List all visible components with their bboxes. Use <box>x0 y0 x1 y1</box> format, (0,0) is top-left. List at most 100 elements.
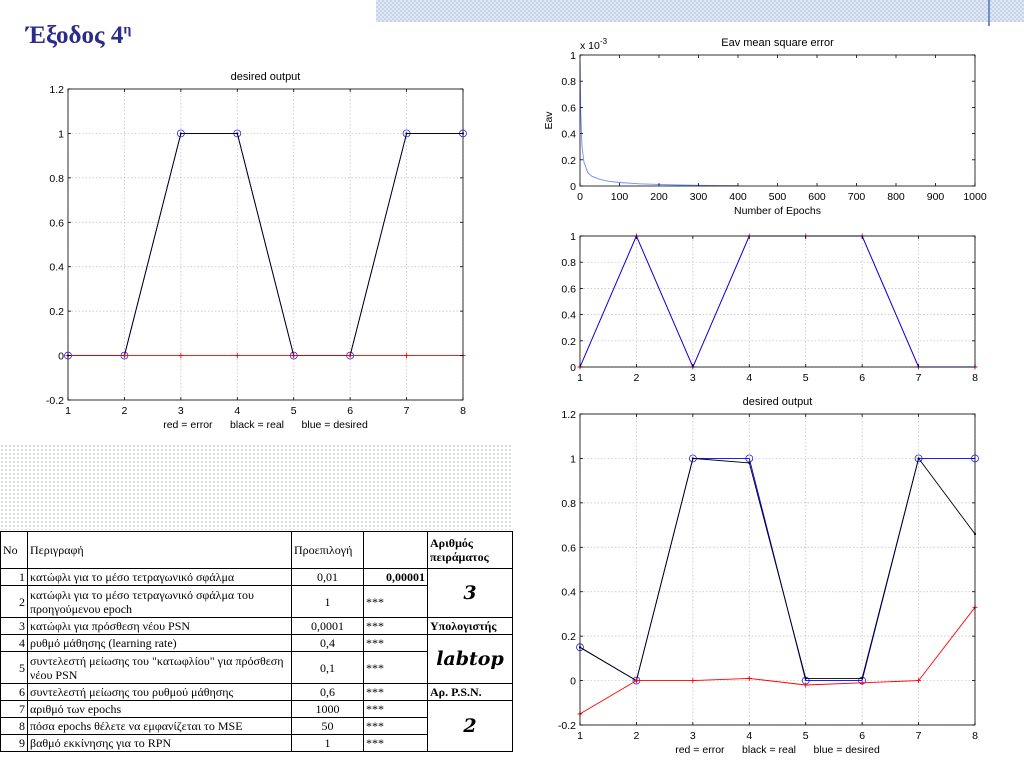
x-tick-label: 700 <box>848 191 866 203</box>
header-decoration-band <box>376 0 1024 22</box>
y-tick-label: 0 <box>570 181 576 193</box>
row-value: *** <box>363 634 428 652</box>
y-tick-label: 0.4 <box>49 262 64 274</box>
x-tick-label: 300 <box>690 191 708 203</box>
data-point <box>914 454 923 463</box>
mse-chart: 0 100 200 300 400 500 600 700 800 900 1000 0 0.2 0.4 0… <box>543 37 987 217</box>
data-point <box>404 353 410 359</box>
experiment-number-value: 3 <box>427 568 513 618</box>
chart-title: desired output <box>231 71 301 83</box>
row-no: 4 <box>0 634 28 652</box>
y-tick-label: 0.6 <box>49 217 64 229</box>
data-point <box>405 132 408 135</box>
y-tick-label: 0.6 <box>561 283 576 295</box>
x-tick-label: 6 <box>859 372 865 384</box>
x-tick-label: 7 <box>404 405 410 417</box>
data-point <box>236 132 239 135</box>
slide-title: Έξοδος 4η <box>26 22 131 50</box>
data-point <box>633 678 639 684</box>
y-tick-label: 1 <box>570 231 576 243</box>
x-tick-label: 3 <box>178 405 184 417</box>
series-line-error <box>579 607 976 715</box>
data-point <box>690 678 696 684</box>
x-tick-label: 7 <box>916 730 922 742</box>
x-tick-label: 2 <box>634 372 640 384</box>
x-axis-label: Number of Epochs <box>734 205 821 217</box>
row-value: *** <box>363 585 428 618</box>
data-point <box>121 353 127 359</box>
y-tick-label: 0.6 <box>561 542 576 554</box>
row-no: 3 <box>0 617 28 635</box>
row-default: 0,4 <box>291 634 364 652</box>
plot-area <box>580 55 975 186</box>
chart-title: desired output <box>743 396 813 408</box>
table-row: 9 βαθμό εκκίνησης για το RPN 1 *** <box>0 734 513 752</box>
x-tick-label: 5 <box>291 405 297 417</box>
row-description: κατώφλι για το μέσο τετραγωνικό σφάλμα <box>27 568 292 586</box>
table-header-row: No Περιγραφή Προεπιλογή Αριθμός πειράματ… <box>0 531 513 569</box>
x-tick-label: 500 <box>769 191 787 203</box>
x-tick-label: 5 <box>803 730 809 742</box>
data-point <box>691 457 694 460</box>
row-description: πόσα epochs θέλετε να εμφανίζεται το MSE <box>27 717 292 735</box>
data-point <box>748 461 751 464</box>
x-tick-label: 6 <box>859 730 865 742</box>
y-tick-label: 0.4 <box>561 587 576 599</box>
psn-value: 2 <box>427 700 513 752</box>
data-point <box>291 353 297 359</box>
data-point <box>916 678 922 684</box>
row-default: 1000 <box>291 700 364 718</box>
y-tick-label: 0 <box>570 362 576 374</box>
row-default: 0,0001 <box>291 617 364 635</box>
x-tick-label: 3 <box>690 730 696 742</box>
y-tick-label: 0 <box>570 676 576 688</box>
desired-output-chart-left: 1 2 3 4 5 6 7 8 -0.2 0 0.2 0.4 0.6 0.8 1 1.2 desired out… <box>46 71 467 431</box>
y-tick-label: 1.2 <box>49 84 64 96</box>
x-tick-label: 800 <box>887 191 905 203</box>
x-tick-label: 4 <box>746 730 752 742</box>
y-tick-label: 0.8 <box>49 173 64 185</box>
row-value: *** <box>363 683 428 701</box>
row-description: κατώφλι για πρόσθεση νέου PSN <box>27 617 292 635</box>
x-tick-label: 900 <box>927 191 945 203</box>
axis-scale-label: x 10 <box>580 40 600 52</box>
x-tick-label: 1 <box>577 372 583 384</box>
axis-scale-exponent: -3 <box>600 37 608 46</box>
series-line-real <box>579 457 976 682</box>
row-no: 7 <box>0 700 28 718</box>
row-no: 2 <box>0 585 28 618</box>
y-tick-label: 0.2 <box>561 155 576 167</box>
row-value: *** <box>363 717 428 735</box>
y-tick-label: 1.2 <box>561 409 576 421</box>
row-description: ρυθμό μάθησης (learning rate) <box>27 634 292 652</box>
x-tick-label: 5 <box>803 372 809 384</box>
y-tick-label: 0.4 <box>561 129 576 141</box>
y-tick-label: 0.2 <box>561 336 576 348</box>
row-no: 1 <box>0 568 28 586</box>
table-row: 6 συντελεστή μείωσης του ρυθμού μάθησης … <box>0 683 513 701</box>
y-tick-label: 0.8 <box>561 76 576 88</box>
data-point <box>803 682 809 688</box>
row-no: 5 <box>0 651 28 684</box>
data-point <box>234 353 240 359</box>
row-description: βαθμό εκκίνησης για το RPN <box>27 734 292 752</box>
row-value: 0,00001 <box>363 568 428 586</box>
table-row: 4 ρυθμό μάθησης (learning rate) 0,4 *** … <box>0 634 513 684</box>
header-experiment-number: Αριθμός πειράματος <box>427 531 513 569</box>
header-decoration-line <box>988 0 990 26</box>
x-tick-label: 2 <box>122 405 128 417</box>
desired-output-chart-right: 1 2 3 4 5 6 7 8 -0.2 0 0.2 0.4 0.6 0.8 1 1.2 desired out… <box>558 396 979 756</box>
y-tick-label: -0.2 <box>46 395 64 407</box>
table-row: 3 κατώφλι για πρόσθεση νέου PSN 0,0001 *… <box>0 617 513 635</box>
header-description: Περιγραφή <box>27 531 292 569</box>
row-no: 6 <box>0 683 28 701</box>
y-axis-label: Eav <box>543 111 555 130</box>
row-default: 0,1 <box>291 651 364 684</box>
slide-title-superscript: η <box>123 22 132 38</box>
table-row: 7 αριθμό των epochs 1000 *** 2 <box>0 700 513 752</box>
x-tick-label: 400 <box>729 191 747 203</box>
row-description: συντελεστή μείωσης του "κατωφλίου" για π… <box>27 651 292 684</box>
data-point <box>347 353 353 359</box>
data-point <box>917 457 920 460</box>
y-tick-label: 0.8 <box>561 498 576 510</box>
